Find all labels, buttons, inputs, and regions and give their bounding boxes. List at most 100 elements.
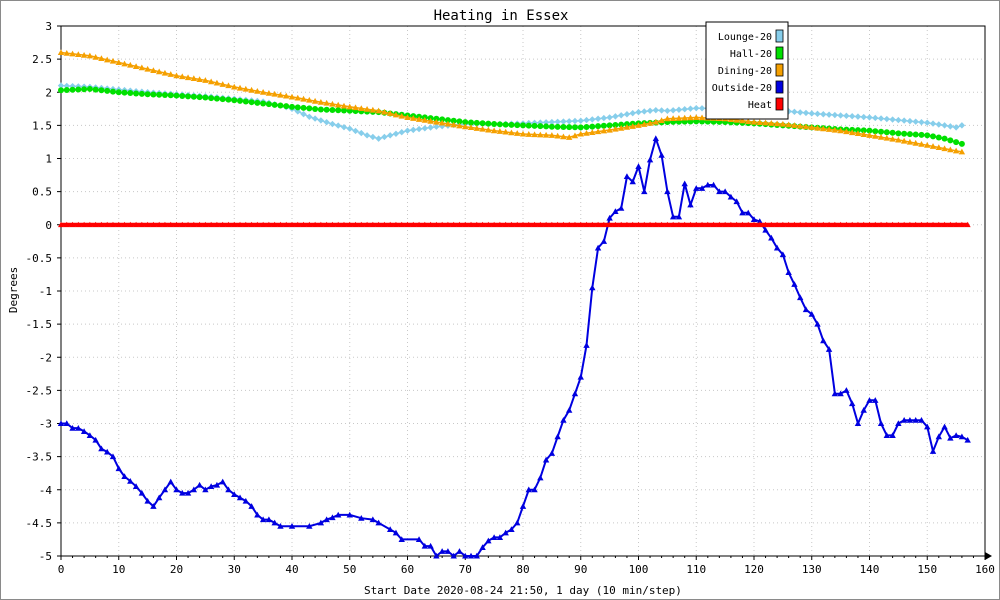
- data-point: [866, 221, 873, 228]
- series-dining-20: [57, 49, 966, 155]
- data-point: [433, 115, 440, 122]
- data-point: [161, 486, 169, 493]
- data-point: [179, 73, 186, 80]
- data-point: [542, 131, 550, 138]
- data-point: [283, 221, 290, 228]
- data-point: [329, 221, 336, 228]
- data-point: [866, 127, 873, 134]
- y-tick-label: -5: [39, 550, 52, 563]
- data-point: [762, 226, 769, 233]
- data-point: [306, 96, 313, 103]
- data-point: [670, 221, 677, 228]
- data-point: [352, 104, 359, 111]
- data-point: [519, 130, 527, 137]
- x-tick-label: 0: [58, 563, 65, 576]
- data-point: [652, 221, 659, 228]
- data-point: [491, 221, 498, 228]
- data-point: [571, 124, 578, 131]
- data-point: [820, 221, 827, 228]
- data-point: [421, 542, 429, 549]
- data-point: [756, 119, 763, 126]
- data-point: [941, 135, 948, 142]
- data-point: [306, 113, 313, 120]
- data-point: [410, 115, 417, 121]
- data-point: [444, 117, 451, 124]
- data-point: [935, 433, 942, 440]
- data-point: [398, 221, 405, 228]
- data-point: [768, 221, 775, 228]
- data-point: [900, 137, 908, 144]
- data-point: [669, 107, 677, 114]
- data-point: [652, 106, 660, 114]
- data-point: [860, 127, 867, 134]
- data-point: [808, 310, 815, 317]
- data-point: [791, 122, 798, 128]
- data-point: [381, 133, 388, 141]
- data-point: [941, 221, 948, 228]
- data-point: [658, 151, 665, 158]
- data-point: [802, 221, 809, 228]
- data-point: [548, 132, 556, 138]
- data-point: [583, 342, 590, 348]
- data-point: [369, 516, 377, 523]
- data-point: [433, 552, 440, 559]
- data-point: [109, 57, 117, 64]
- data-point: [57, 420, 65, 427]
- data-point: [317, 519, 325, 526]
- data-point: [548, 450, 556, 456]
- y-tick-label: -1: [39, 285, 52, 298]
- data-point: [127, 90, 134, 97]
- data-point: [935, 221, 942, 228]
- data-point: [745, 118, 752, 124]
- data-point: [161, 69, 169, 76]
- data-point: [329, 100, 336, 107]
- data-point: [635, 122, 642, 128]
- data-point: [641, 221, 648, 228]
- data-point: [121, 89, 128, 96]
- data-point: [531, 119, 538, 127]
- data-point: [612, 208, 619, 215]
- data-point: [953, 221, 960, 228]
- data-point: [277, 221, 284, 228]
- data-point: [427, 117, 434, 124]
- data-point: [358, 221, 365, 228]
- data-point: [889, 116, 896, 123]
- data-point: [681, 106, 688, 113]
- data-point: [386, 132, 394, 139]
- data-point: [941, 145, 948, 152]
- data-point: [138, 64, 146, 71]
- y-tick-label: 3: [45, 20, 52, 33]
- data-point: [710, 221, 717, 228]
- data-point: [167, 221, 174, 228]
- data-point: [808, 124, 815, 130]
- data-point: [727, 221, 734, 228]
- data-point: [664, 115, 671, 122]
- data-point: [456, 548, 463, 554]
- data-point: [439, 116, 446, 123]
- data-point: [866, 114, 873, 121]
- data-point: [577, 373, 584, 380]
- data-point: [664, 107, 671, 114]
- data-point: [658, 117, 665, 123]
- data-point: [964, 221, 971, 228]
- data-point: [502, 121, 509, 128]
- data-point: [589, 123, 596, 130]
- data-point: [92, 86, 99, 93]
- data-point: [185, 93, 192, 100]
- data-point: [560, 118, 567, 125]
- data-point: [606, 221, 613, 228]
- data-point: [958, 433, 966, 440]
- legend-swatch: [775, 80, 784, 94]
- data-point: [554, 132, 561, 139]
- data-point: [791, 108, 798, 116]
- x-tick-label: 90: [574, 563, 587, 576]
- data-point: [866, 397, 873, 403]
- data-point: [877, 115, 885, 122]
- data-point: [768, 234, 775, 241]
- data-point: [69, 82, 76, 90]
- data-point: [883, 432, 891, 438]
- data-point: [577, 124, 584, 131]
- data-point: [444, 548, 452, 554]
- data-point: [184, 489, 192, 496]
